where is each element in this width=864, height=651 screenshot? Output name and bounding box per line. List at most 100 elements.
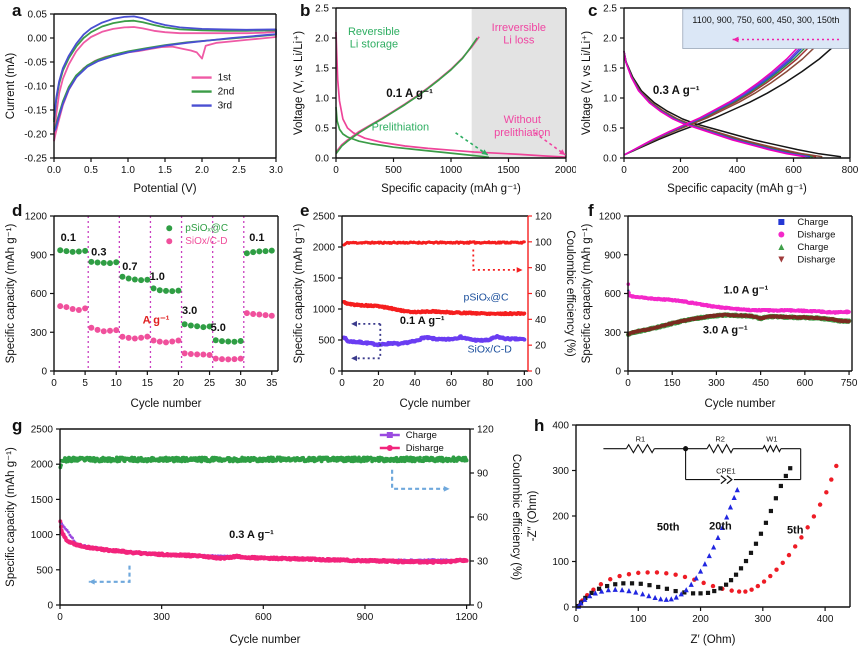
svg-text:500: 500 (36, 565, 53, 576)
svg-text:Voltage (V, vs Li/Li⁺): Voltage (V, vs Li/Li⁺) (581, 31, 593, 135)
svg-text:0: 0 (339, 378, 345, 389)
svg-text:0.5: 0.5 (84, 165, 98, 176)
svg-text:R2: R2 (715, 435, 725, 444)
svg-text:0: 0 (47, 601, 53, 612)
svg-text:20: 20 (373, 378, 385, 389)
svg-text:Specific capacity (mAh g⁻¹): Specific capacity (mAh g⁻¹) (293, 224, 305, 364)
svg-text:300: 300 (604, 328, 621, 339)
svg-text:3.0: 3.0 (182, 305, 197, 317)
panel-a-letter: a (12, 1, 22, 20)
svg-text:3.0: 3.0 (269, 165, 283, 176)
svg-text:0.1: 0.1 (61, 232, 76, 244)
svg-text:-0.25: -0.25 (24, 154, 47, 165)
svg-text:0.0: 0.0 (603, 154, 617, 165)
panel-h: h 0 100 200 300 400 0 100 200 300 400 Z′ (Ohm) -Z″ … (522, 415, 864, 651)
svg-text:Voltage (V, vs Li/Li⁺): Voltage (V, vs Li/Li⁺) (293, 31, 305, 135)
svg-text:100: 100 (535, 237, 552, 248)
svg-text:30: 30 (477, 557, 489, 568)
panel-e-letter: e (300, 201, 310, 220)
svg-text:-0.10: -0.10 (24, 82, 47, 93)
svg-text:pSiOₓ@C: pSiOₓ@C (185, 223, 228, 234)
svg-text:0.3 A g⁻¹: 0.3 A g⁻¹ (229, 529, 274, 541)
svg-text:Prelithiation: Prelithiation (372, 121, 429, 133)
svg-text:Cycle number: Cycle number (131, 398, 202, 410)
svg-text:2nd: 2nd (218, 87, 235, 98)
svg-text:1.0: 1.0 (150, 271, 165, 283)
svg-text:0.5: 0.5 (315, 124, 329, 135)
svg-text:800: 800 (842, 165, 859, 176)
svg-text:0: 0 (621, 165, 627, 176)
svg-text:1.0: 1.0 (121, 165, 135, 176)
svg-text:120: 120 (535, 212, 552, 223)
svg-text:2000: 2000 (31, 460, 54, 471)
panel-g-letter: g (12, 416, 23, 435)
svg-text:600: 600 (255, 612, 272, 623)
svg-text:300: 300 (30, 328, 47, 339)
svg-text:W1: W1 (766, 435, 777, 444)
svg-text:20th: 20th (709, 521, 732, 533)
svg-text:750: 750 (841, 378, 858, 389)
svg-text:Charge: Charge (797, 217, 828, 228)
panel-b-plot: 0 500 1000 1500 2000 0.0 0.5 1.0 1.5 2.0 2.5 Specif… (293, 4, 578, 196)
svg-text:0: 0 (41, 367, 47, 378)
svg-text:300: 300 (754, 614, 771, 625)
svg-text:Disharge: Disharge (406, 443, 444, 454)
svg-text:2.0: 2.0 (315, 34, 329, 45)
svg-text:80: 80 (482, 378, 494, 389)
svg-text:Z′ (Ohm): Z′ (Ohm) (691, 634, 736, 646)
svg-text:0: 0 (333, 165, 339, 176)
svg-text:80: 80 (535, 263, 547, 274)
svg-text:1000: 1000 (440, 165, 463, 176)
svg-text:Specific capacity (mAh g⁻¹): Specific capacity (mAh g⁻¹) (667, 183, 807, 195)
svg-text:600: 600 (785, 165, 802, 176)
svg-text:CPE1: CPE1 (716, 467, 736, 476)
svg-text:2000: 2000 (313, 243, 336, 254)
svg-text:1000: 1000 (31, 530, 54, 541)
svg-text:0: 0 (563, 603, 569, 614)
svg-text:50th: 50th (657, 522, 680, 534)
svg-text:2500: 2500 (31, 425, 54, 436)
svg-text:3.0 A g⁻¹: 3.0 A g⁻¹ (703, 325, 748, 337)
svg-text:900: 900 (30, 250, 47, 261)
panel-d-letter: d (12, 201, 23, 220)
svg-text:Potential (V): Potential (V) (133, 183, 196, 195)
svg-text:Specific capacity (mAh g⁻¹): Specific capacity (mAh g⁻¹) (5, 224, 17, 364)
svg-text:100: 100 (516, 378, 533, 389)
svg-text:600: 600 (604, 289, 621, 300)
svg-text:1100, 900, 750, 600, 450, 300,: 1100, 900, 750, 600, 450, 300, 150th (692, 15, 839, 25)
svg-text:1200: 1200 (25, 212, 48, 223)
panel-f: f 0 150 300 450 600 750 0 300 600 900 1200 Cycle nu… (576, 200, 864, 415)
svg-text:Coulombic efficiency (%): Coulombic efficiency (%) (564, 230, 576, 357)
svg-text:300: 300 (552, 466, 569, 477)
svg-text:2.0: 2.0 (195, 165, 209, 176)
svg-text:120: 120 (477, 425, 494, 436)
panel-a: a 0.0 0.5 1.0 1.5 2.0 2.5 3.0 0.05 0.00 -0.05 -0.1… (0, 0, 288, 200)
svg-text:0: 0 (477, 601, 483, 612)
panel-c-plot: 0 200 400 600 800 0.0 0.5 1.0 1.5 2.0 2.5 Specific … (581, 4, 859, 196)
svg-text:0: 0 (535, 367, 541, 378)
svg-text:0.3 A g⁻¹: 0.3 A g⁻¹ (653, 85, 700, 97)
panel-g-plot: 0 300 600 900 120005001000150020002500030609… (5, 425, 522, 647)
svg-text:25: 25 (204, 378, 216, 389)
panel-g: g 0 300 600 900 1200 0 500 1000 1500 2000 2500 0 30 6… (0, 415, 522, 651)
svg-text:1500: 1500 (31, 495, 54, 506)
svg-text:Current (mA): Current (mA) (5, 53, 17, 120)
panel-h-letter: h (534, 416, 545, 435)
svg-text:0: 0 (57, 612, 63, 623)
svg-text:500: 500 (385, 165, 402, 176)
svg-text:0: 0 (615, 367, 621, 378)
svg-text:40: 40 (535, 315, 547, 326)
svg-text:150: 150 (664, 378, 681, 389)
svg-text:1500: 1500 (497, 165, 520, 176)
svg-text:300: 300 (153, 612, 170, 623)
panel-b-letter: b (300, 1, 311, 20)
svg-text:1000: 1000 (313, 305, 336, 316)
svg-text:60: 60 (535, 289, 547, 300)
svg-text:Charge: Charge (797, 242, 828, 253)
svg-text:5: 5 (82, 378, 88, 389)
svg-text:0.00: 0.00 (28, 34, 48, 45)
svg-text:2.5: 2.5 (232, 165, 246, 176)
svg-text:300: 300 (708, 378, 725, 389)
svg-text:20: 20 (535, 341, 547, 352)
